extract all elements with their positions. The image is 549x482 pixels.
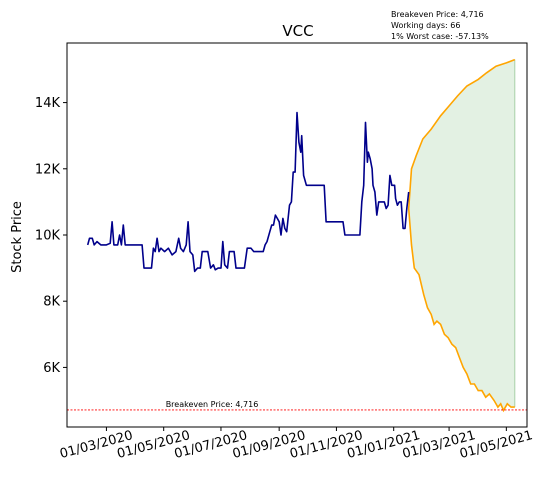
forecast-upper-line bbox=[407, 58, 516, 209]
annotation-working-days: Working days: 66 bbox=[391, 21, 460, 30]
forecast-band bbox=[408, 59, 515, 411]
y-tick-label: 10K bbox=[35, 229, 61, 244]
breakeven-label: Breakeven Price: 4,716 bbox=[166, 400, 259, 409]
y-axis-ticks: 6K 8K 10K 12K 14K bbox=[35, 96, 67, 376]
x-axis-ticks: 01/03/202001/05/202001/07/202001/09/2020… bbox=[58, 427, 534, 462]
forecast-band-layer bbox=[408, 59, 516, 411]
annotation-breakeven: Breakeven Price: 4,716 bbox=[391, 10, 484, 19]
chart-title: VCC bbox=[282, 22, 313, 40]
series-layer bbox=[86, 58, 516, 413]
y-tick-label: 6K bbox=[43, 361, 60, 376]
history-price-line bbox=[86, 111, 410, 273]
y-tick-label: 12K bbox=[35, 162, 61, 177]
breakeven-layer: Breakeven Price: 4,716 bbox=[67, 400, 527, 411]
y-tick-label: 8K bbox=[43, 295, 60, 310]
forecast-lower-line bbox=[407, 208, 515, 413]
y-axis-title: Stock Price bbox=[10, 201, 25, 273]
annotation-worst-case: 1% Worst case: -57.13% bbox=[391, 32, 489, 41]
y-tick-label: 14K bbox=[35, 96, 61, 111]
